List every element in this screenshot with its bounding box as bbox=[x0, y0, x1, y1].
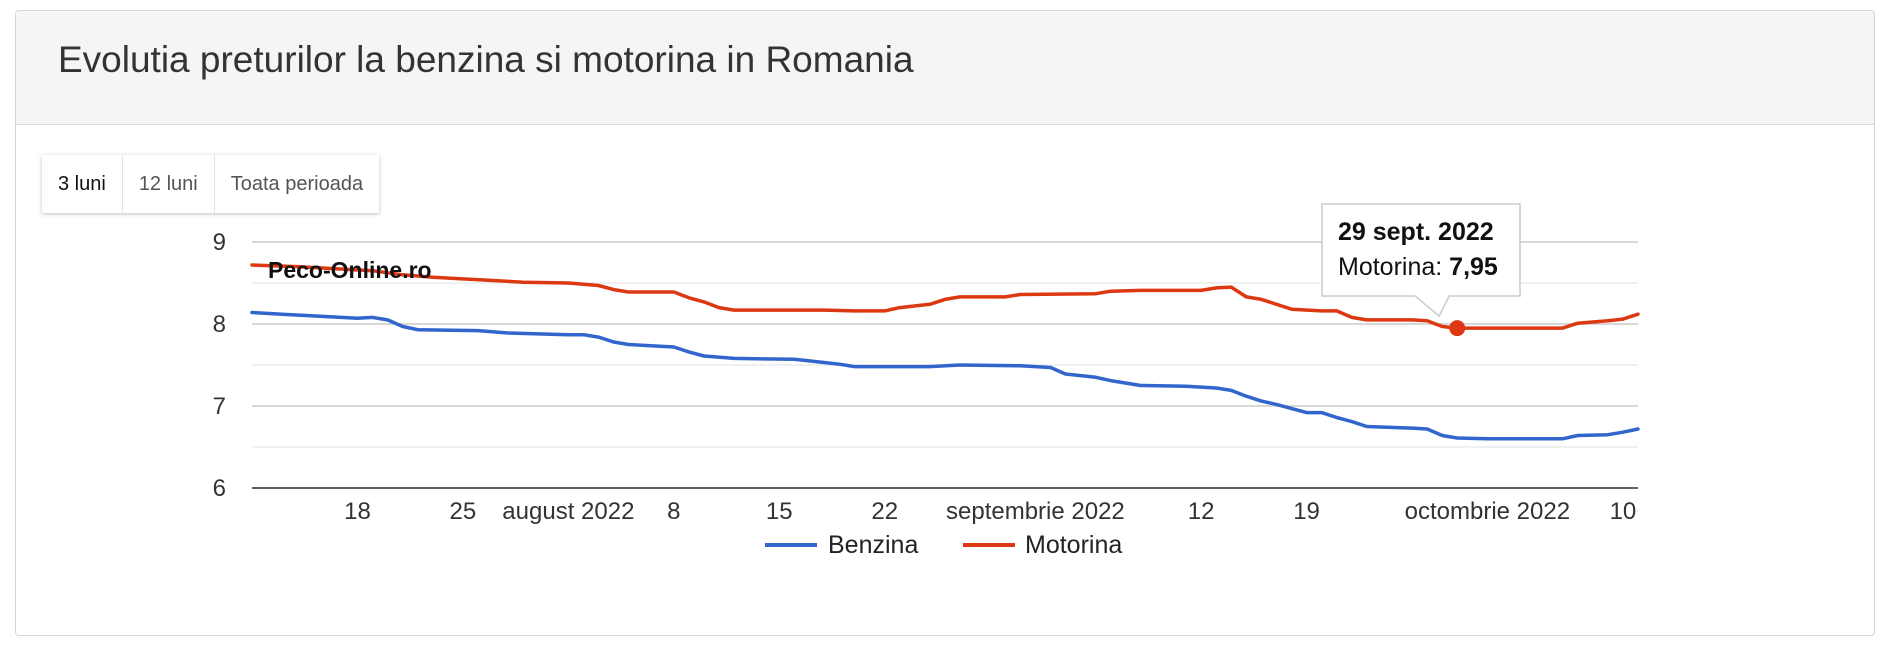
range-selector: 3 luni 12 luni Toata perioada bbox=[42, 155, 380, 213]
chart-panel: Evolutia preturilor la benzina si motori… bbox=[15, 10, 1875, 636]
y-tick-label: 9 bbox=[213, 229, 226, 256]
y-tick-label: 7 bbox=[213, 393, 226, 420]
x-tick-label: septembrie 2022 bbox=[946, 498, 1125, 525]
x-tick-label: 19 bbox=[1293, 498, 1320, 525]
tooltip-date: 29 sept. 2022 bbox=[1338, 218, 1494, 246]
series-line-motorina bbox=[250, 263, 1640, 330]
series-line-benzina bbox=[250, 310, 1640, 441]
watermark-text: Peco-Online.ro bbox=[268, 257, 432, 283]
tooltip-box bbox=[1321, 203, 1521, 318]
range-12-months-button[interactable]: 12 luni bbox=[123, 155, 215, 213]
x-tick-label: 10 bbox=[1610, 498, 1637, 525]
tooltip-value: 7,95 bbox=[1449, 253, 1498, 281]
panel-header: Evolutia preturilor la benzina si motori… bbox=[16, 11, 1874, 125]
x-tick-label: 25 bbox=[450, 498, 477, 525]
y-tick-label: 6 bbox=[213, 475, 226, 502]
x-tick-label: 12 bbox=[1188, 498, 1215, 525]
x-tick-label: 22 bbox=[871, 498, 898, 525]
x-tick-label: octombrie 2022 bbox=[1405, 498, 1570, 525]
x-tick-label: 15 bbox=[766, 498, 793, 525]
legend-label-benzina: Benzina bbox=[828, 531, 918, 559]
x-tick-label: 18 bbox=[344, 498, 371, 525]
highlighted-point bbox=[1449, 320, 1466, 337]
range-3-months-button[interactable]: 3 luni bbox=[42, 155, 123, 213]
range-all-time-button[interactable]: Toata perioada bbox=[230, 173, 364, 195]
legend-label-motorina: Motorina bbox=[1025, 531, 1122, 559]
tooltip-series-name: Motorina: bbox=[1338, 253, 1449, 281]
panel-title: Evolutia preturilor la benzina si motori… bbox=[58, 39, 914, 80]
tooltip-value-line: Motorina: 7,95 bbox=[1338, 253, 1498, 281]
x-tick-label: august 2022 bbox=[502, 498, 634, 525]
x-tick-label: 8 bbox=[667, 498, 680, 525]
y-tick-label: 8 bbox=[213, 311, 226, 338]
